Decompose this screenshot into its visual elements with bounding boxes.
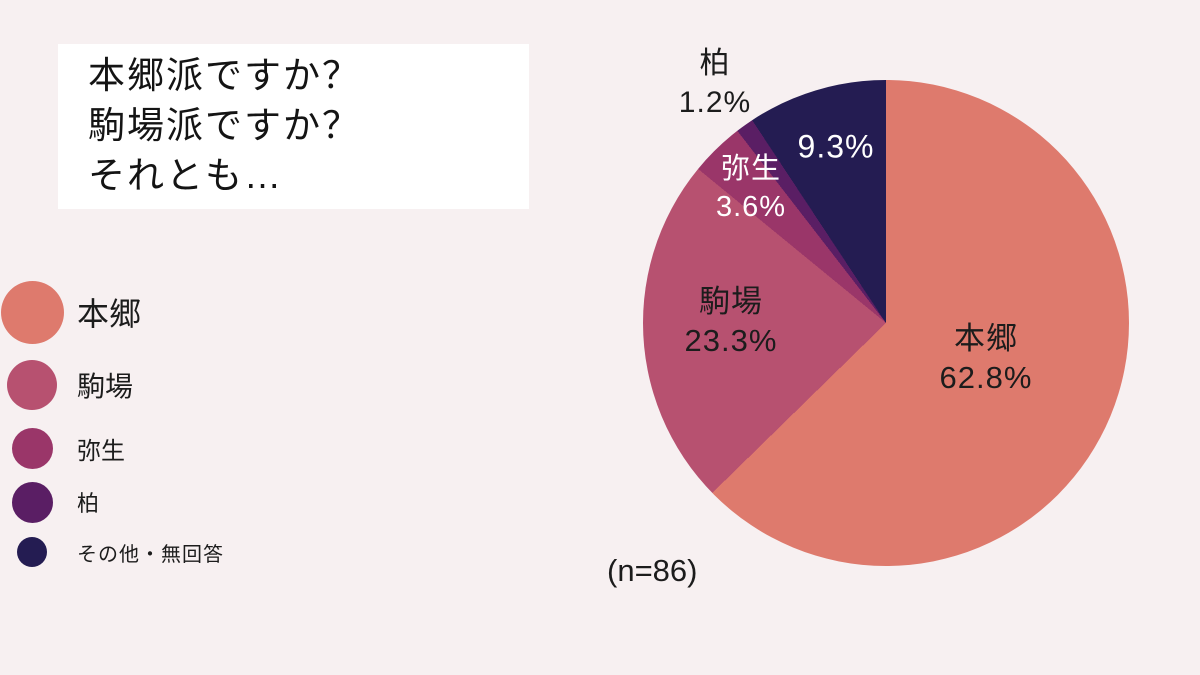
slice-name-yayoi: 弥生 [720, 153, 782, 185]
slice-label-komaba: 駒場 23.3% [685, 282, 778, 360]
legend-swatch-komaba [7, 360, 57, 410]
slice-label-other: 9.3% [798, 128, 875, 167]
legend-swatch-kashiwa [11, 481, 53, 523]
slice-pct-kashiwa: 1.2% [678, 86, 752, 119]
sample-size-label: (n=86) [607, 553, 698, 588]
slice-pct-other: 9.3% [797, 128, 875, 165]
legend-item-yayoi: 弥生 [0, 427, 125, 469]
legend-item-kashiwa: 柏 [0, 481, 99, 523]
slice-name-komaba: 駒場 [699, 284, 763, 319]
slice-label-hongo: 本郷 62.8% [940, 319, 1033, 397]
legend-label-kashiwa: 柏 [77, 491, 100, 516]
title-line-1: 本郷派ですか？ [88, 55, 361, 96]
legend-label-other: その他・無回答 [77, 543, 224, 566]
slice-name-hongo: 本郷 [954, 321, 1018, 356]
legend-swatch-yayoi [11, 427, 53, 469]
slice-name-kashiwa: 柏 [699, 47, 731, 80]
legend-item-other: その他・無回答 [0, 537, 224, 567]
legend-swatch-hongo [0, 280, 64, 344]
slice-label-kashiwa: 柏 1.2% [679, 44, 751, 122]
legend-item-hongo: 本郷 [0, 280, 141, 344]
legend-label-komaba: 駒場 [77, 371, 134, 402]
title-line-2: 駒場派ですか？ [88, 105, 361, 146]
slice-pct-komaba: 23.3% [684, 323, 778, 358]
title-line-3: それとも… [88, 155, 283, 196]
legend-label-yayoi: 弥生 [77, 437, 125, 465]
legend-item-komaba: 駒場 [0, 360, 133, 410]
slice-pct-hongo: 62.8% [939, 360, 1033, 395]
slice-label-yayoi: 弥生 3.6% [716, 150, 786, 226]
legend-swatch-other [17, 537, 47, 567]
pie-chart [643, 80, 1129, 566]
legend-label-hongo: 本郷 [77, 296, 142, 332]
slice-pct-yayoi: 3.6% [715, 191, 787, 223]
title-card: 本郷派ですか？ 駒場派ですか？ それとも… [58, 44, 529, 209]
